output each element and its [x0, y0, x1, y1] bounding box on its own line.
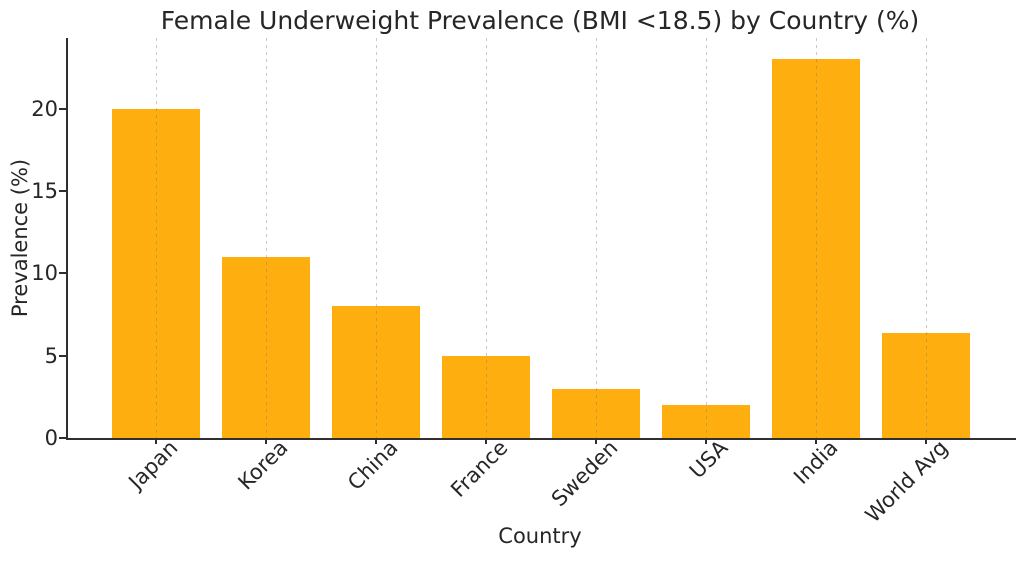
y-tick-mark [59, 190, 66, 193]
x-tick-mark [265, 438, 267, 444]
bar [222, 256, 310, 438]
y-tick-label: 0 [44, 426, 58, 450]
x-tick-mark [375, 438, 377, 444]
bar [332, 306, 420, 438]
gridline [156, 38, 157, 438]
gridline [266, 38, 267, 438]
y-tick-label: 20 [31, 96, 58, 121]
y-tick-label: 10 [31, 261, 58, 286]
y-tick-label: 15 [31, 179, 58, 204]
x-tick-mark [815, 438, 817, 444]
bar [882, 332, 970, 438]
y-tick-mark [59, 107, 66, 110]
x-tick-mark [705, 438, 707, 444]
y-tick-label: 5 [44, 343, 58, 368]
bar [442, 355, 530, 438]
x-axis-label: Country [498, 524, 582, 548]
y-tick-mark [59, 437, 66, 439]
gridline [596, 38, 597, 438]
chart-title: Female Underweight Prevalence (BMI <18.5… [160, 6, 920, 35]
gridline [706, 38, 707, 438]
y-tick-mark [59, 354, 66, 357]
plot-area: Japan Korea China France Sweden USA India World… [31, 38, 1016, 527]
x-tick-mark [925, 438, 927, 444]
gridline [376, 38, 377, 438]
bar [552, 388, 640, 438]
gridline [926, 38, 927, 438]
x-tick-mark [485, 438, 487, 444]
gridline [486, 38, 487, 438]
x-tick-mark [595, 438, 597, 444]
bar [772, 59, 860, 438]
bar [112, 108, 200, 438]
x-tick-mark [155, 438, 157, 444]
gridline [816, 38, 817, 438]
y-tick-mark [59, 272, 66, 275]
bar [662, 405, 750, 438]
